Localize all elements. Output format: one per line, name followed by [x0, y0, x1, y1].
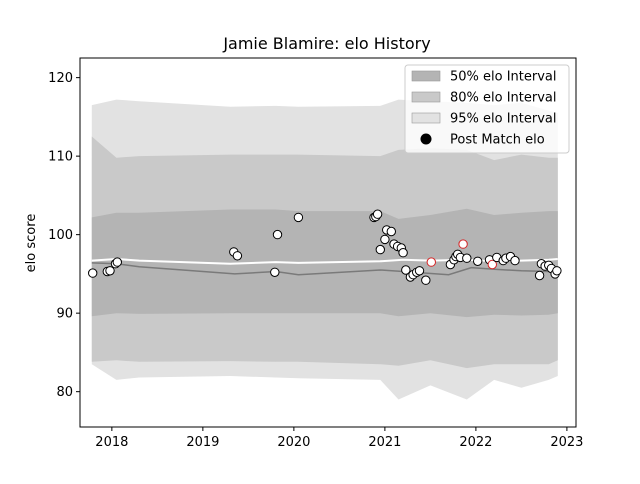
- chart-title: Jamie Blamire: elo History: [222, 34, 430, 53]
- post-match-elo-point: [293, 212, 304, 223]
- axes: 2018 2019 2020 2021 2022 2023 80 90 100 110 120: [48, 57, 583, 450]
- legend-label: 95% elo Interval: [450, 112, 557, 127]
- legend-swatch: [411, 91, 441, 103]
- post-match-elo-point: [421, 275, 431, 285]
- legend: 50% elo Interval 80% elo Interval 95% elo …: [404, 64, 570, 154]
- y-tick-label: 120: [48, 71, 73, 86]
- post-match-elo-point: [386, 226, 396, 237]
- legend-swatch: [411, 70, 441, 82]
- legend-box: [404, 64, 570, 154]
- post-match-elo-point: [398, 248, 408, 258]
- x-tick-label: 2022: [459, 435, 492, 450]
- legend-marker: [420, 133, 432, 145]
- x-tick-label: 2023: [550, 435, 583, 450]
- post-match-elo-point: [232, 251, 243, 261]
- plot-area: [88, 99, 562, 400]
- y-tick-label: 90: [56, 307, 73, 322]
- post-match-elo-point: [426, 257, 436, 267]
- post-match-elo-point: [458, 239, 468, 249]
- legend-label: 50% elo Interval: [450, 70, 557, 85]
- post-match-elo-point: [510, 255, 520, 266]
- x-tick-label: 2019: [186, 435, 219, 450]
- post-match-elo-point: [401, 265, 411, 275]
- y-tick-label: 80: [56, 385, 73, 400]
- post-match-elo-point: [487, 259, 497, 270]
- post-match-elo-point: [372, 209, 383, 219]
- y-axis-label: elo score: [24, 214, 39, 273]
- y-tick-label: 110: [48, 150, 73, 165]
- legend-label: 80% elo Interval: [450, 91, 557, 106]
- post-match-elo-point: [462, 253, 472, 263]
- legend-swatch: [411, 112, 441, 124]
- post-match-elo-point: [375, 244, 385, 255]
- plot-content: [88, 99, 562, 400]
- legend-label: Post Match elo: [450, 133, 545, 148]
- post-match-elo-point: [380, 234, 390, 245]
- x-tick-label: 2020: [277, 435, 310, 450]
- post-match-elo-point: [88, 268, 98, 278]
- post-match-elo-point: [473, 256, 483, 266]
- y-tick-label: 100: [48, 228, 73, 243]
- x-tick-label: 2021: [368, 435, 401, 450]
- post-match-elo-point: [414, 266, 425, 276]
- post-match-elo-point: [270, 267, 280, 277]
- x-tick-label: 2018: [95, 435, 128, 450]
- post-match-elo-point: [272, 229, 283, 240]
- post-match-elo-point: [112, 257, 123, 267]
- post-match-elo-point: [552, 266, 562, 276]
- post-match-elo-point: [105, 266, 115, 276]
- axes-frame: [79, 57, 577, 428]
- post-match-elo-point: [534, 270, 545, 281]
